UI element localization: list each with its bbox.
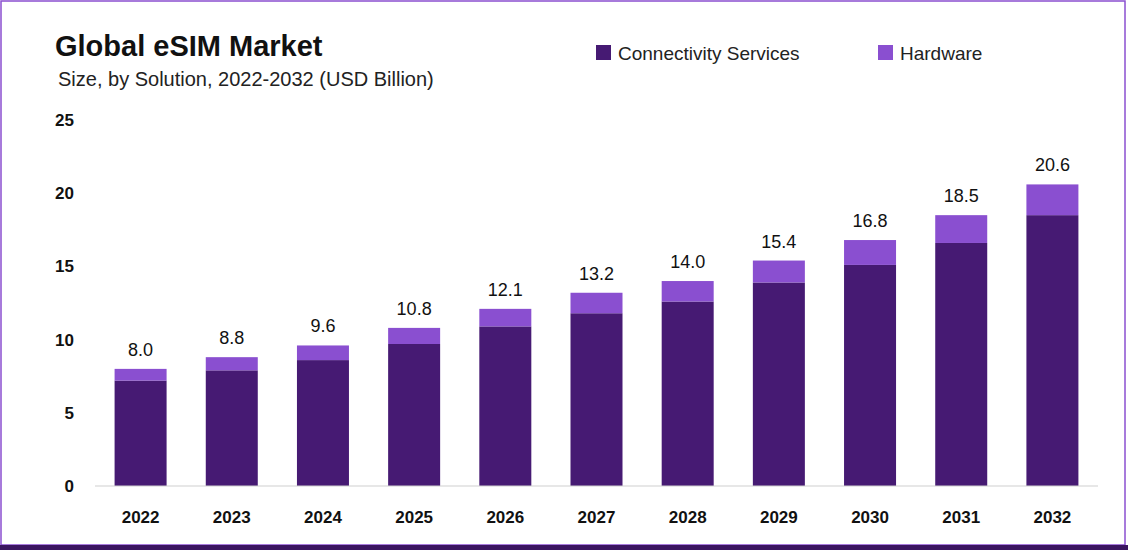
bars: [115, 184, 1079, 486]
legend-swatch: [878, 45, 893, 60]
x-tick-label: 2028: [669, 508, 707, 527]
legend-swatch: [596, 45, 611, 60]
y-tick-label: 10: [55, 331, 74, 350]
x-tick-label: 2023: [213, 508, 251, 527]
x-tick-label: 2025: [395, 508, 433, 527]
bar-segment: [1026, 215, 1078, 486]
x-tick-label: 2022: [122, 508, 160, 527]
total-label: 13.2: [579, 264, 614, 284]
x-tick-label: 2032: [1033, 508, 1071, 527]
y-tick: [91, 339, 95, 340]
y-tick: [91, 266, 95, 267]
bar-segment: [844, 240, 896, 265]
bar-segment: [388, 328, 440, 344]
frame-bottom: [0, 545, 1128, 550]
chart: Global eSIM Market Size, by Solution, 202…: [0, 0, 1128, 550]
x-tick-label: 2029: [760, 508, 798, 527]
bar-segment: [297, 345, 349, 360]
total-label: 15.4: [761, 232, 796, 252]
x-tick-label: 2024: [304, 508, 342, 527]
bar-segment: [479, 326, 531, 486]
x-tick-label: 2027: [578, 508, 616, 527]
total-label: 14.0: [670, 252, 705, 272]
bar-segment: [388, 344, 440, 486]
legend-item: Connectivity Services: [596, 43, 800, 64]
y-tick-label: 25: [55, 111, 74, 130]
bar-segment: [571, 313, 623, 486]
y-tick: [91, 486, 95, 487]
x-tick-label: 2031: [942, 508, 980, 527]
bar-segment: [935, 243, 987, 486]
bar-segment: [479, 309, 531, 327]
title: Global eSIM Market: [55, 30, 323, 62]
y-tick: [91, 193, 95, 194]
total-label: 10.8: [397, 299, 432, 319]
total-label: 8.8: [219, 328, 244, 348]
y-tick-label: 5: [65, 404, 74, 423]
y-tick: [91, 412, 95, 413]
bar-segment: [206, 357, 258, 370]
total-label: 20.6: [1035, 155, 1070, 175]
x-tick-label: 2026: [486, 508, 524, 527]
x-axis: [95, 486, 1098, 487]
subtitle: Size, by Solution, 2022-2032 (USD Billio…: [58, 68, 434, 90]
total-label: 18.5: [944, 186, 979, 206]
legend-label: Hardware: [900, 43, 982, 64]
bar-segment: [115, 381, 167, 486]
y-tick-label: 20: [55, 184, 74, 203]
legend-label: Connectivity Services: [618, 43, 800, 64]
bar-segment: [115, 369, 167, 381]
bar-segment: [662, 302, 714, 486]
y-tick-label: 0: [65, 477, 74, 496]
x-tick-label: 2030: [851, 508, 889, 527]
bar-segment: [206, 370, 258, 486]
frame: [1, 1, 1125, 545]
y-tick-label: 15: [55, 257, 74, 276]
bar-segment: [662, 281, 714, 301]
y-tick: [91, 120, 95, 121]
background: [0, 0, 1128, 550]
total-label: 9.6: [310, 316, 335, 336]
bar-segment: [753, 283, 805, 486]
total-label: 12.1: [488, 280, 523, 300]
bar-segment: [753, 261, 805, 283]
bar-segment: [844, 265, 896, 486]
bar-segment: [1026, 184, 1078, 215]
total-label: 16.8: [853, 211, 888, 231]
bar-segment: [935, 215, 987, 243]
legend-item: Hardware: [878, 43, 982, 64]
total-label: 8.0: [128, 340, 153, 360]
bar-segment: [571, 293, 623, 313]
bar-segment: [297, 360, 349, 486]
